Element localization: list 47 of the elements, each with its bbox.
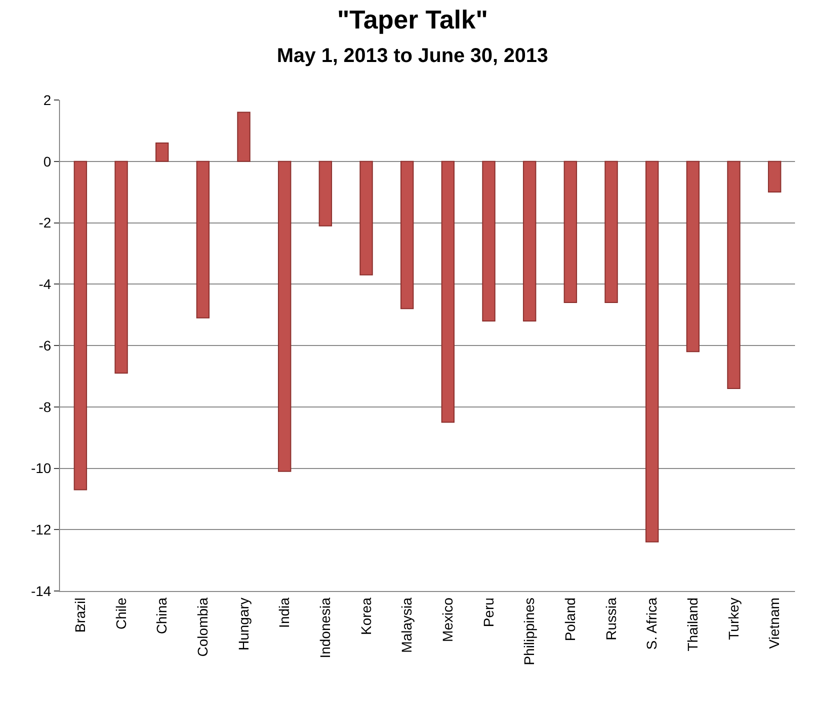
- bar: [564, 160, 578, 304]
- x-tick-label: Indonesia: [316, 597, 333, 658]
- bar: [318, 160, 332, 226]
- chart-subtitle: May 1, 2013 to June 30, 2013: [276, 45, 548, 68]
- y-tick-label: 2: [43, 92, 52, 108]
- x-tick-label: Malaysia: [398, 597, 415, 653]
- bar: [441, 160, 455, 423]
- bar: [768, 160, 782, 193]
- bar: [74, 160, 88, 490]
- x-tick-label: Hungary: [235, 598, 252, 651]
- y-tick-label: -6: [38, 337, 52, 354]
- x-tick-label: Mexico: [439, 597, 456, 642]
- y-tick-label: -12: [30, 522, 52, 538]
- x-tick-label: Thailand: [684, 598, 700, 652]
- x-tick-label: Vietnam: [766, 598, 782, 649]
- bar: [686, 160, 700, 352]
- x-tick-label: Turkey: [725, 598, 742, 640]
- x-tick-label: Korea: [358, 597, 374, 635]
- x-tick-label: China: [154, 597, 170, 634]
- x-tick-label: Peru: [480, 598, 496, 628]
- bar: [196, 160, 210, 318]
- bar: [727, 160, 740, 389]
- y-tick-label: -14: [30, 582, 52, 599]
- bar: [237, 112, 250, 162]
- x-tick-label: India: [276, 597, 292, 628]
- bar: [522, 160, 536, 322]
- bar: [400, 160, 414, 310]
- x-tick-label: Chile: [112, 597, 129, 630]
- bar: [360, 160, 373, 276]
- bar: [482, 160, 496, 322]
- x-tick-label: S. Africa: [644, 597, 660, 650]
- y-tick-label: -4: [38, 276, 52, 292]
- y-tick-label: 0: [43, 153, 52, 170]
- bar: [278, 160, 292, 472]
- bar: [114, 160, 128, 374]
- x-tick-label: Philippines: [521, 598, 538, 666]
- x-tick-label: Russia: [602, 597, 619, 640]
- bar: [645, 160, 659, 542]
- bar: [604, 160, 618, 304]
- y-tick-label: -8: [38, 398, 52, 415]
- x-tick-label: Poland: [562, 598, 578, 642]
- y-tick-label: -10: [30, 460, 52, 476]
- x-tick-label: Brazil: [72, 598, 88, 633]
- bar: [155, 142, 169, 162]
- y-tick-label: -2: [38, 214, 52, 231]
- x-tick-label: Colombia: [194, 597, 210, 657]
- chart-title: "Taper Talk": [337, 4, 488, 34]
